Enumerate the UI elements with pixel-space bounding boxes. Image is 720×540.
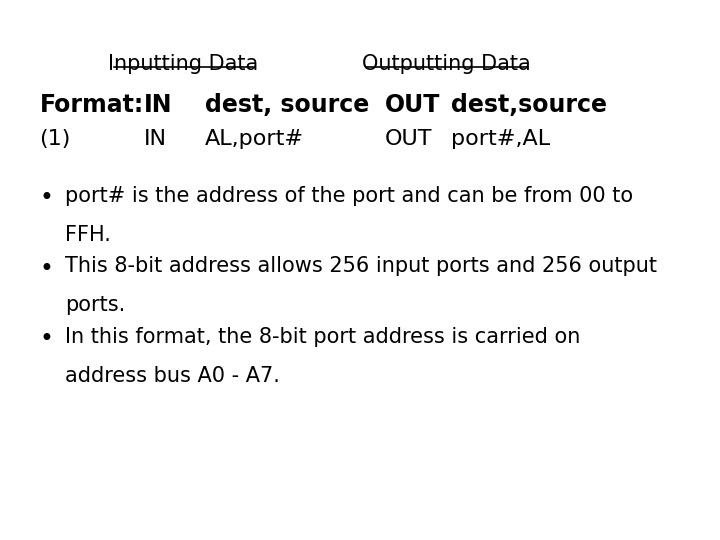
Text: AL,port#: AL,port# [205, 129, 305, 148]
Text: Inputting Data: Inputting Data [109, 54, 258, 74]
Text: •: • [40, 186, 53, 210]
Text: Outputting Data: Outputting Data [362, 54, 531, 74]
Text: FFH.: FFH. [65, 225, 111, 245]
Text: •: • [40, 256, 53, 280]
Text: •: • [40, 327, 53, 350]
Text: dest,source: dest,source [451, 93, 607, 117]
Text: address bus A0 - A7.: address bus A0 - A7. [65, 366, 279, 386]
Text: This 8-bit address allows 256 input ports and 256 output: This 8-bit address allows 256 input port… [65, 256, 657, 276]
Text: OUT: OUT [385, 129, 433, 148]
Text: port#,AL: port#,AL [451, 129, 550, 148]
Text: dest, source: dest, source [205, 93, 369, 117]
Text: IN: IN [144, 129, 167, 148]
Text: IN: IN [144, 93, 173, 117]
Text: In this format, the 8-bit port address is carried on: In this format, the 8-bit port address i… [65, 327, 580, 347]
Text: ports.: ports. [65, 295, 125, 315]
Text: port# is the address of the port and can be from 00 to: port# is the address of the port and can… [65, 186, 633, 206]
Text: (1): (1) [40, 129, 71, 148]
Text: Format:: Format: [40, 93, 144, 117]
Text: OUT: OUT [385, 93, 441, 117]
